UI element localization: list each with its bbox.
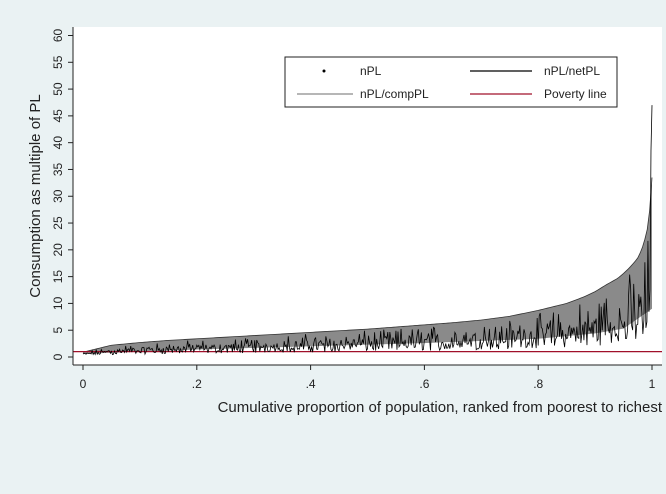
y-tick-label: 0 xyxy=(51,353,65,360)
legend-box xyxy=(284,56,618,108)
y-axis-ticks: 0 5 10 15 20 25 30 35 40 45 50 55 60 xyxy=(51,29,73,360)
legend-label: nPL/netPL xyxy=(544,64,600,78)
series-layer xyxy=(73,177,662,354)
y-tick-label: 60 xyxy=(51,29,65,43)
y-tick-label: 20 xyxy=(51,243,65,257)
y-tick-label: 30 xyxy=(51,189,65,203)
series-line-nPL-netPL xyxy=(82,105,653,356)
y-axis-label: Consumption as multiple of PL xyxy=(27,94,44,297)
y-tick-label: 15 xyxy=(51,270,65,284)
y-tick-label: 45 xyxy=(51,109,65,123)
y-tick-label: 55 xyxy=(51,55,65,69)
y-tick-label: 5 xyxy=(51,327,65,334)
x-tick-label: .8 xyxy=(533,377,543,391)
y-tick-label: 35 xyxy=(51,162,65,176)
x-axis-label: Cumulative proportion of population, ran… xyxy=(218,399,663,416)
legend-label: nPL xyxy=(360,64,382,78)
series-line-nPL xyxy=(82,177,653,353)
x-tick-label: .4 xyxy=(306,377,316,391)
y-tick-label: 10 xyxy=(51,296,65,310)
y-tick-label: 40 xyxy=(51,136,65,150)
legend: nPL nPL/netPL nPL/compPL Poverty line xyxy=(284,56,618,108)
legend-label: nPL/compPL xyxy=(360,87,429,101)
x-tick-label: .6 xyxy=(419,377,429,391)
legend-marker-nPL xyxy=(322,69,326,73)
nPL-netPL-series xyxy=(82,105,653,356)
x-tick-label: 0 xyxy=(80,377,87,391)
y-tick-label: 25 xyxy=(51,216,65,230)
x-tick-label: .2 xyxy=(192,377,202,391)
legend-label: Poverty line xyxy=(544,87,607,101)
x-tick-label: 1 xyxy=(649,377,656,391)
x-axis-ticks: 0 .2 .4 .6 .8 1 xyxy=(80,365,656,391)
y-tick-label: 50 xyxy=(51,82,65,96)
